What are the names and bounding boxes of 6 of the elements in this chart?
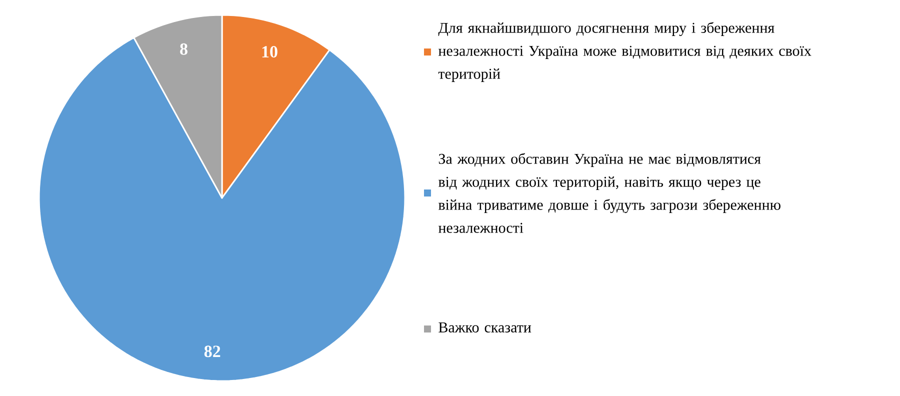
legend-label: Для якнайшвидшого досягнення миру і збереження незалежності Україна може відмовитися від деяких своїх територій [438,22,812,82]
data-label: 10 [262,46,278,58]
legend-label: За жодних обставин Україна не має відмовлятися від жодних своїх територій, навіть якщо через це війна триватиме довше і будуть загрози збереженню незалежності [438,153,780,233]
data-label: 8 [180,43,188,55]
legend-label: Важко сказати [438,322,532,332]
data-label: 82 [204,346,220,358]
